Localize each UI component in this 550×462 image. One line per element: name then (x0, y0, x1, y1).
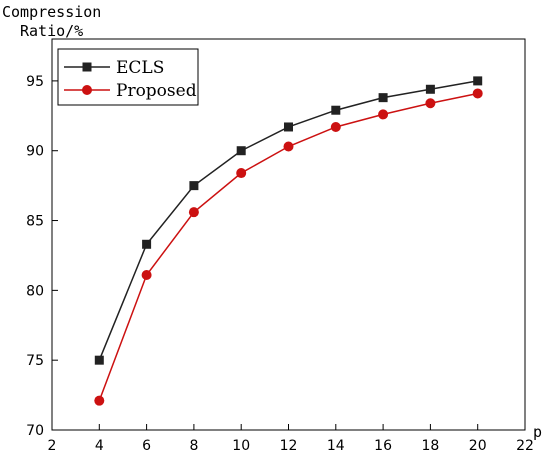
legend-label-ecls: ECLS (116, 58, 164, 78)
legend-marker-ecls (82, 62, 92, 72)
data-point-ecls (284, 122, 293, 132)
x-tick-label: 4 (95, 438, 104, 454)
data-point-ecls (378, 93, 388, 103)
data-point-ecls (236, 146, 246, 156)
x-tick-label: 12 (280, 438, 298, 454)
data-point-proposed (94, 395, 105, 406)
data-point-ecls (473, 76, 483, 86)
x-axis-ticks: 2 4 6 8 10 12 14 16 18 20 22 (48, 424, 534, 454)
x-tick-label: 22 (516, 438, 534, 454)
data-point-proposed (141, 269, 152, 280)
data-point-ecls (189, 181, 199, 191)
x-tick-label: 20 (469, 438, 487, 454)
data-point-proposed (330, 121, 341, 132)
x-tick-label: 18 (421, 438, 439, 454)
y-tick-label: 70 (26, 423, 44, 439)
x-tick-label: 14 (327, 438, 345, 454)
data-point-ecls (142, 239, 152, 249)
x-tick-label: 10 (232, 438, 250, 454)
y-tick-label: 85 (26, 214, 44, 230)
legend-box (57, 48, 199, 106)
x-tick-label: 2 (48, 438, 57, 454)
y-axis-title-line2: Ratio/% (20, 22, 83, 40)
y-axis-ticks: 70 75 80 85 90 95 (26, 74, 58, 439)
data-point-ecls (94, 355, 104, 365)
y-tick-label: 90 (26, 144, 44, 160)
legend-label-proposed: Proposed (116, 81, 197, 101)
data-point-proposed (378, 109, 389, 120)
data-point-proposed (188, 207, 199, 218)
data-point-ecls (425, 84, 435, 94)
data-point-proposed (283, 141, 294, 152)
legend-marker-proposed (82, 85, 92, 95)
x-axis-title: p (533, 423, 542, 441)
y-tick-label: 80 (26, 283, 44, 299)
series-layer (94, 76, 483, 406)
series-line-proposed (98, 92, 478, 401)
y-tick-label: 75 (26, 353, 44, 369)
legend: ECLS Proposed (57, 48, 199, 106)
x-tick-label: 6 (142, 438, 151, 454)
data-point-ecls (331, 105, 341, 115)
y-tick-label: 95 (26, 74, 44, 90)
data-point-proposed (425, 98, 436, 109)
x-tick-label: 16 (374, 438, 392, 454)
y-axis-title-line1: Compression (2, 3, 101, 21)
x-tick-label: 8 (189, 438, 198, 454)
data-point-proposed (472, 88, 483, 99)
data-point-proposed (236, 168, 247, 179)
